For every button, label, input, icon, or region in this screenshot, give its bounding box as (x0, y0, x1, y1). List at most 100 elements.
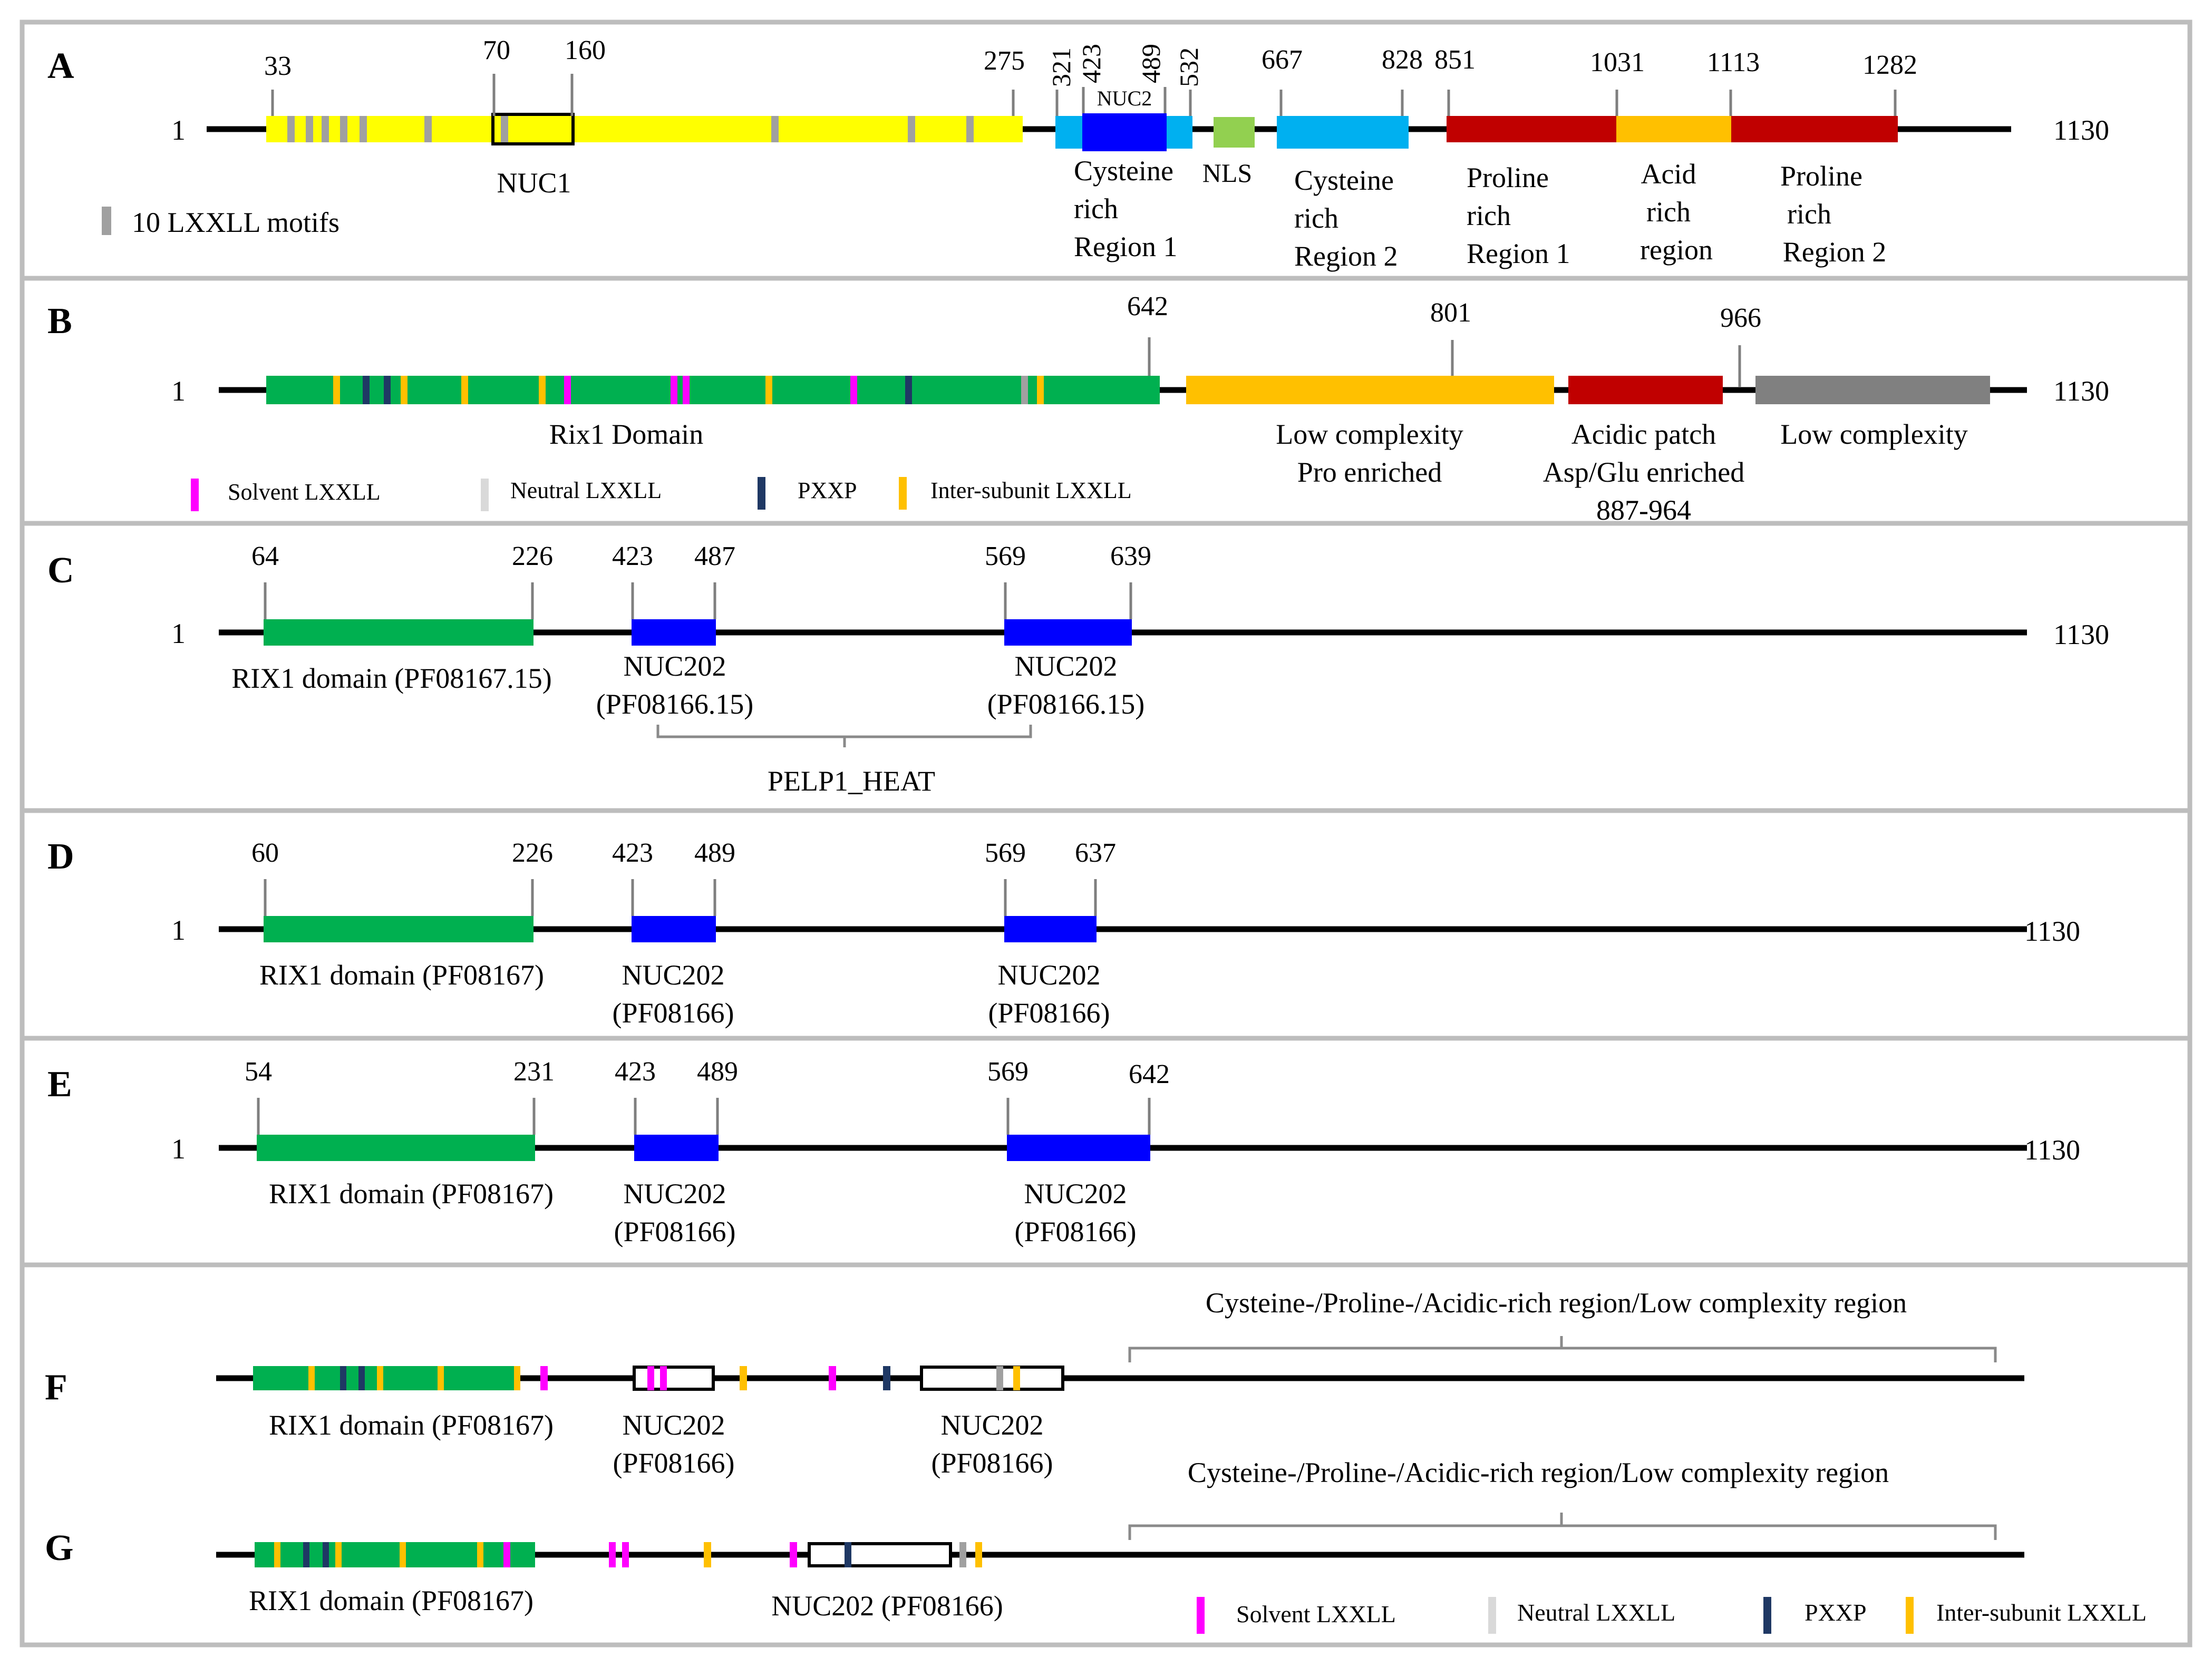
legend-label: Solvent LXXLL (228, 479, 381, 505)
rix1-domain-block (264, 916, 533, 942)
panel-letter: E (47, 1064, 72, 1105)
lxxll-motif (322, 116, 329, 142)
pxxp-motif (303, 1542, 309, 1567)
range-label: 887-964 (1596, 494, 1691, 526)
inter-subunit-lxxll-motif (765, 376, 772, 404)
region-label: rich (1467, 200, 1511, 231)
solvent-lxxll-motif (660, 1366, 667, 1390)
asp-glu-label: Asp/Glu enriched (1543, 456, 1744, 488)
inter-subunit-lxxll-motif (704, 1542, 711, 1567)
legend-swatch (1763, 1597, 1771, 1634)
lxxll-motif (287, 116, 295, 142)
nuc2-block (1082, 113, 1167, 151)
rix1-domain-label: RIX1 domain (PF08167.15) (231, 662, 552, 694)
tick-label: 64 (251, 541, 279, 571)
legend-swatch (758, 477, 765, 510)
panel-letter: C (47, 550, 74, 591)
rix1-domain-block (264, 619, 533, 646)
tick-label: 1282 (1862, 50, 1917, 80)
pfam-label: (PF08166) (612, 997, 734, 1029)
proline-rich-region-2 (1731, 116, 1898, 142)
start-label: 1 (171, 114, 186, 146)
lxxll-motif (966, 116, 974, 142)
solvent-lxxll-motif (609, 1542, 616, 1567)
tick-label: 33 (264, 51, 292, 81)
inter-subunit-lxxll-motif (377, 1366, 383, 1390)
pfam-label: (PF08166) (988, 997, 1110, 1029)
pfam-label: (PF08166.15) (596, 688, 754, 720)
tick-label: 423 (612, 541, 653, 571)
inter-subunit-lxxll-motif (975, 1542, 982, 1567)
nuc202-block (1007, 1135, 1150, 1161)
low-complexity-pro-block (1186, 376, 1554, 404)
inter-subunit-lxxll-motif (461, 376, 468, 404)
inter-subunit-lxxll-motif (333, 376, 340, 404)
low-complexity-label: Low complexity (1276, 418, 1463, 450)
nuc202-block (632, 619, 716, 646)
legend-label: Inter-subunit LXXLL (1936, 1599, 2147, 1626)
legend-swatch (1197, 1597, 1205, 1634)
inter-subunit-lxxll-motif (400, 1542, 406, 1567)
rix1-domain-label: Rix1 Domain (549, 418, 704, 450)
lxxll-motif (424, 116, 432, 142)
legend-label: Neutral LXXLL (510, 477, 662, 503)
inter-subunit-lxxll-motif (1013, 1366, 1020, 1390)
end-label: 1130 (2053, 375, 2109, 407)
nuc202-label: NUC202 (622, 959, 724, 991)
pxxp-motif (358, 1366, 365, 1390)
c-terminal-region-brace (1128, 1513, 1997, 1540)
tick-label: 966 (1720, 303, 1761, 333)
panel-fg-frame (20, 1262, 2192, 1647)
region-label: Region 1 (1074, 231, 1178, 262)
nuc202-box (808, 1542, 952, 1567)
nuc202-label: NUC202 (997, 959, 1100, 991)
lxxll-motif (908, 116, 915, 142)
nuc202-block (634, 1135, 719, 1161)
region-label: Region 2 (1783, 236, 1887, 268)
tick-label: 801 (1430, 298, 1471, 328)
region-label: region (1640, 234, 1713, 266)
nls-label: NLS (1202, 158, 1252, 188)
nuc202-label: NUC202 (1014, 650, 1117, 682)
tick-label: 60 (251, 838, 279, 868)
yellow-region (266, 116, 1023, 142)
nuc202-label: NUC202 (623, 650, 726, 682)
tick-label: 231 (513, 1057, 555, 1087)
tick-label: 487 (694, 541, 735, 571)
panel-a: A 1 1130 33 (20, 20, 2192, 281)
region-label: Region 1 (1467, 238, 1570, 269)
tick-label: 321 (1046, 47, 1076, 87)
lxxll-motif (771, 116, 779, 142)
tick-label: 639 (1110, 541, 1151, 571)
tick-label: 851 (1434, 45, 1476, 75)
tick-label: 423 (1076, 44, 1106, 83)
start-label: 1 (171, 618, 186, 649)
pxxp-motif (384, 376, 391, 404)
neutral-lxxll-motif (996, 1366, 1003, 1390)
tick-label: 828 (1382, 45, 1423, 75)
end-label: 1130 (2053, 619, 2109, 650)
panel-b: B 1 1130 642 801 966 Rix1 Domain Low com… (20, 276, 2192, 526)
nuc202-block (632, 916, 716, 942)
tick-label: 1031 (1590, 47, 1645, 77)
legend-swatch (1906, 1597, 1914, 1634)
nuc202-label: NUC202 (622, 1409, 725, 1441)
lxxll-motif (340, 116, 347, 142)
low-complexity-block (1755, 376, 1990, 404)
solvent-lxxll-motif (564, 376, 571, 404)
nuc202-label: NUC202 (1024, 1178, 1127, 1210)
region-label: rich (1646, 196, 1691, 228)
tick-label: 1113 (1707, 47, 1760, 77)
nuc202-box (633, 1366, 715, 1391)
pelp1-heat-brace (656, 725, 1032, 747)
rix1-domain-label: RIX1 domain (PF08167) (259, 959, 544, 991)
start-label: 1 (171, 375, 186, 407)
tick-label: 569 (987, 1057, 1029, 1087)
legend-label: PXXP (1804, 1599, 1867, 1626)
end-label: 1130 (2024, 915, 2080, 947)
solvent-lxxll-motif (790, 1542, 797, 1567)
acidic-patch-block (1568, 376, 1723, 404)
tick-label: 423 (615, 1057, 656, 1087)
region-label: Cysteine (1294, 164, 1394, 196)
